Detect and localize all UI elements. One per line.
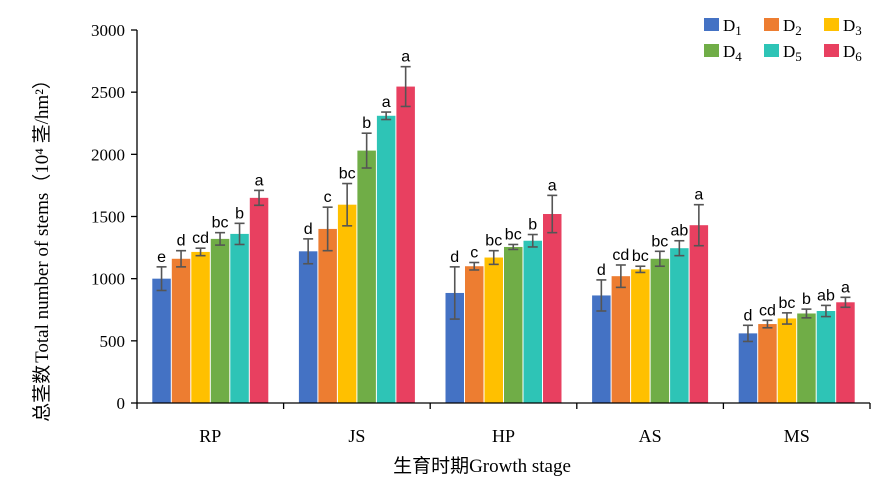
y-axis-label-cn: 总茎数 (31, 365, 53, 422)
significance-letter: b (802, 291, 811, 308)
significance-letter: bc (505, 226, 522, 243)
significance-letter: b (528, 217, 537, 234)
y-tick-label: 500 (100, 332, 126, 351)
legend-swatch (824, 18, 839, 31)
y-tick-label: 3000 (91, 21, 125, 40)
significance-letter: a (548, 177, 557, 194)
legend-swatch (824, 44, 839, 57)
significance-letter: b (235, 205, 244, 222)
axes-layer: 0 500 1000 1500 2000 2500 3000 RP JS HP AS MS (91, 21, 871, 446)
legend-swatch (704, 18, 719, 31)
significance-letter: d (450, 249, 459, 266)
y-axis-label-en: Total number of stems (32, 193, 53, 363)
significance-letter: a (255, 172, 264, 189)
x-tick-label: HP (492, 426, 515, 446)
bar (191, 251, 210, 403)
significance-letter: bc (212, 215, 229, 232)
significance-letter: a (694, 187, 703, 204)
bar (357, 150, 376, 403)
y-axis-label-unit: （10⁴ 茎/hm²） (31, 70, 53, 193)
significance-letter: bc (651, 233, 668, 250)
significance-letter: bc (485, 233, 502, 250)
y-tick-label: 2500 (91, 83, 125, 102)
bar (836, 302, 855, 403)
y-tick-label: 1000 (91, 270, 125, 289)
legend-swatch (704, 44, 719, 57)
significance-letter: cd (612, 247, 629, 264)
svg-text:总茎数Total number of stems（10⁴ 茎: 总茎数Total number of stems（10⁴ 茎/hm²） (31, 70, 53, 422)
significance-letter: bc (778, 295, 795, 312)
x-axis-label: 生育时期Growth stage (393, 455, 571, 477)
x-tick-label: AS (639, 426, 662, 446)
significance-letter: e (157, 249, 166, 266)
bar (376, 115, 396, 403)
x-tick-label: MS (784, 426, 810, 446)
y-tick-label: 2000 (91, 145, 125, 164)
bar (504, 246, 523, 403)
significance-letter: c (470, 245, 478, 262)
legend-label: D4 (723, 42, 742, 64)
legend-label: D5 (783, 42, 802, 64)
bar (758, 324, 777, 403)
bar (465, 266, 484, 403)
bar (592, 295, 611, 403)
significance-letter: cd (759, 302, 776, 319)
legend: D1 D2 D3 D4 D5 D6 (704, 16, 862, 64)
significance-letter: a (401, 49, 410, 66)
y-axis-label: 总茎数Total number of stems（10⁴ 茎/hm²） (31, 70, 53, 422)
bar (396, 86, 415, 404)
bar (611, 276, 631, 403)
bar (738, 333, 758, 403)
significance-letter: d (597, 262, 606, 279)
significance-letter: b (362, 115, 371, 132)
significance-letter: d (304, 221, 313, 238)
significance-letter: a (841, 279, 850, 296)
bar (318, 228, 337, 403)
significance-letter: ab (670, 223, 688, 240)
bar (523, 240, 542, 403)
bar (650, 258, 670, 403)
x-tick-label: RP (199, 426, 221, 446)
significance-letter: a (382, 94, 391, 111)
bar (797, 313, 816, 403)
significance-letter: cd (192, 230, 209, 247)
bar (777, 318, 797, 403)
significance-letter: ab (817, 287, 835, 304)
legend-label: D3 (843, 16, 862, 38)
significance-letter: d (177, 233, 186, 250)
bar (631, 269, 650, 403)
bar (670, 248, 689, 403)
y-tick-label: 0 (117, 394, 126, 413)
significance-letter: d (743, 307, 752, 324)
bar (816, 310, 836, 403)
significance-letter: c (324, 189, 332, 206)
bar (230, 233, 249, 403)
significance-letter: bc (339, 166, 356, 183)
x-tick-label: JS (348, 426, 365, 446)
legend-label: D6 (843, 42, 862, 64)
bar (484, 257, 503, 403)
significance-letter: bc (632, 248, 649, 265)
legend-swatch (764, 18, 779, 31)
bar (210, 238, 230, 403)
legend-label: D2 (783, 16, 802, 38)
bar (152, 278, 171, 403)
bar (689, 225, 709, 403)
bar (171, 258, 191, 403)
legend-swatch (764, 44, 779, 57)
bar (337, 204, 357, 403)
bar (445, 292, 464, 403)
bar (543, 214, 562, 403)
y-tick-label: 1500 (91, 208, 125, 227)
legend-label: D1 (723, 16, 742, 38)
bar (298, 251, 318, 403)
bar (249, 197, 269, 403)
